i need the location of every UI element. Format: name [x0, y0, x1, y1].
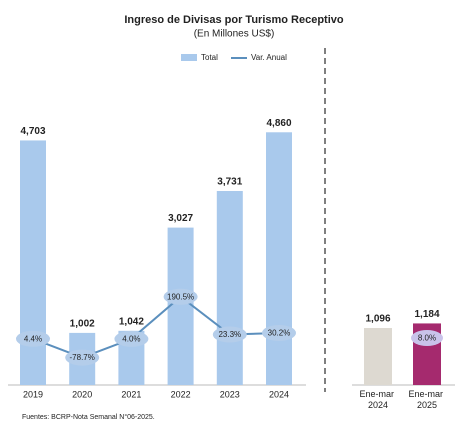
x-tick-label: 2023	[220, 389, 240, 399]
legend-label: Var. Anual	[251, 53, 287, 62]
legend-label: Total	[201, 53, 218, 62]
value-label: 4,703	[20, 126, 45, 137]
value-label: -78.7%	[70, 353, 95, 362]
line-marker	[114, 330, 149, 347]
growth-marker	[411, 329, 443, 346]
x-tick-label: 2021	[121, 389, 141, 399]
legend-swatch	[181, 54, 197, 61]
bar	[266, 132, 292, 385]
value-label: 1,184	[414, 309, 439, 320]
value-label: 30.2%	[268, 329, 291, 338]
x-tick-label: 2024	[269, 389, 289, 399]
line-marker	[65, 349, 100, 366]
x-tick-label: Ene-mar 2025	[408, 389, 445, 410]
x-tick-label: 2022	[171, 389, 191, 399]
value-label: 4,860	[266, 118, 291, 129]
value-label: 4.4%	[24, 334, 42, 343]
x-tick-label: Ene-mar 2024	[359, 389, 396, 410]
growth-label: 8.0%	[418, 334, 436, 343]
value-label: 1,096	[365, 314, 390, 325]
value-label: 190.5%	[167, 292, 194, 301]
value-label: 4.0%	[122, 334, 140, 343]
bar	[167, 227, 194, 385]
value-label: 3,027	[168, 213, 193, 224]
bar	[216, 190, 243, 385]
value-label: 3,731	[217, 177, 242, 188]
line-marker	[212, 326, 247, 343]
chart-title: Ingreso de Divisas por Turismo Receptivo	[124, 14, 344, 26]
value-label: 1,002	[70, 319, 95, 330]
x-tick-label: 2019	[23, 389, 43, 399]
value-label: 23.3%	[218, 330, 241, 339]
value-label: 1,042	[119, 316, 144, 327]
x-tick-label: 2020	[72, 389, 92, 399]
line-marker	[163, 288, 198, 305]
bar	[20, 140, 46, 385]
line-marker	[262, 324, 296, 341]
bar	[364, 328, 392, 385]
line-marker	[16, 330, 50, 347]
chart-subtitle: (En Millones US$)	[194, 29, 275, 40]
source-note: Fuentes: BCRP-Nota Semanal N°06-2025.	[22, 413, 155, 421]
